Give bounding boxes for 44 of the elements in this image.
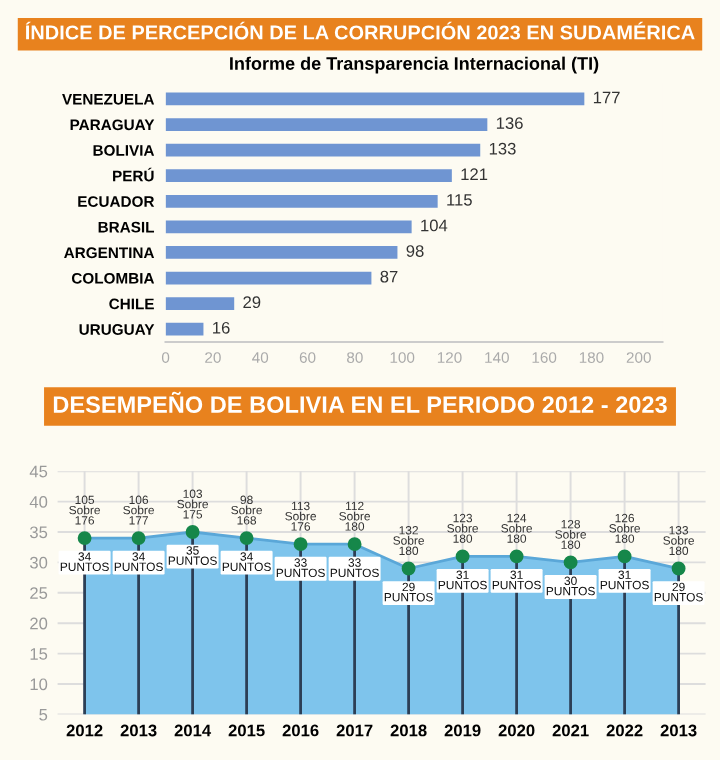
data-label: 104 — [421, 219, 448, 232]
x-tick-label: 2013 — [660, 724, 697, 737]
bar — [165, 143, 481, 157]
bar — [165, 169, 452, 183]
y-tick-label: 25 — [30, 587, 48, 599]
data-label: 87 — [380, 270, 398, 283]
data-label: 133 — [489, 142, 516, 155]
bar — [165, 297, 235, 311]
bar — [165, 322, 204, 336]
x-tick-label: 2018 — [390, 724, 427, 737]
x-tick-label: 2020 — [498, 724, 535, 737]
x-tick-label: 2012 — [66, 724, 103, 737]
data-label: 121 — [461, 168, 488, 181]
chart-subtitle: Informe de Transparencia Internacional (TI) — [230, 56, 599, 74]
x-tick-label: 2017 — [336, 724, 373, 737]
chart-title: ÍNDICE DE PERCEPCIÓN DE LA CORRUPCIÓN 2023 EN SUDAMÉRICA — [25, 21, 695, 40]
x-tick-label: 2014 — [174, 724, 212, 737]
x-tick-label: 2013 — [120, 724, 157, 737]
y-tick-label: 35 — [29, 526, 48, 539]
bar — [165, 220, 412, 234]
y-tick-label: 10 — [30, 678, 48, 691]
y-tick-label: 5 — [39, 708, 48, 721]
bar — [165, 92, 585, 106]
data-label: 136 — [496, 117, 523, 130]
x-tick-label: 2022 — [606, 724, 643, 737]
data-label: 115 — [447, 194, 472, 206]
data-label: 29 — [243, 296, 261, 309]
y-tick-label: 45 — [29, 465, 48, 478]
x-tick-label: 2016 — [282, 724, 319, 737]
bar — [165, 194, 438, 208]
x-tick-label: 2019 — [444, 724, 481, 737]
data-label: 16 — [213, 321, 230, 334]
bar — [165, 118, 488, 131]
x-tick-label: 2021 — [552, 724, 589, 737]
data-label: 177 — [593, 91, 620, 104]
bar — [165, 271, 372, 285]
y-tick-label: 30 — [29, 556, 48, 569]
y-tick-label: 40 — [29, 496, 48, 508]
y-tick-label: 15 — [30, 648, 48, 660]
bar — [165, 246, 398, 259]
data-label: 98 — [406, 245, 424, 257]
y-tick-label: 20 — [30, 617, 48, 630]
x-tick-label: 2015 — [228, 724, 265, 737]
chart-title: DESEMPEÑO DE BOLIVIA EN EL PERIODO 2012 - 2023 — [53, 391, 667, 413]
